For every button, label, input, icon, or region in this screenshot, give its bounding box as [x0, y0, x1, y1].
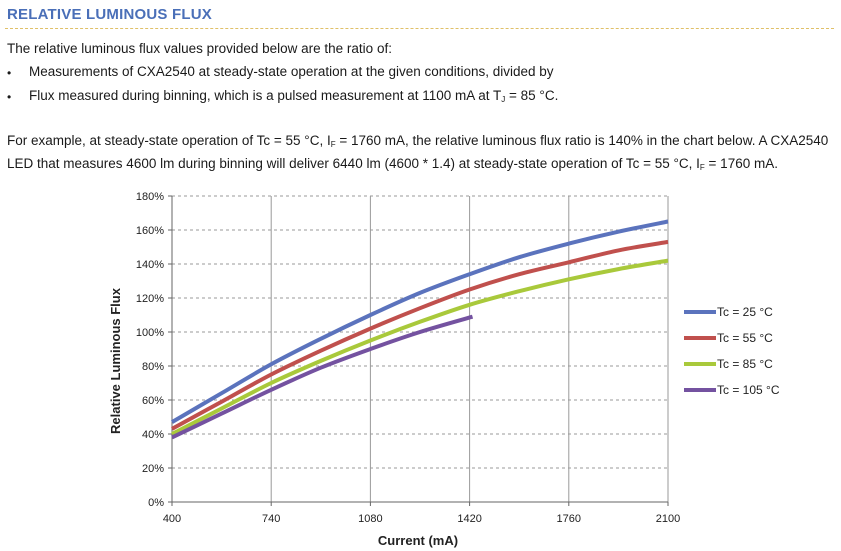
chart-axes: 0% 20% 40% 60% 80% 100% 120% 140% 160% 180% 400 740…: [136, 191, 680, 525]
intro-line: The relative luminous flux values provid…: [7, 41, 392, 56]
y-tick-label: 120%: [136, 293, 164, 305]
y-axis-title: Relative Luminous Flux: [108, 287, 123, 434]
section-title: RELATIVE LUMINOUS FLUX: [7, 6, 212, 23]
legend-label-tc-105: Tc = 105 °C: [717, 383, 780, 397]
bullet-2-text: Flux measured during binning, which is a…: [29, 88, 502, 103]
y-tick-label: 100%: [136, 327, 164, 339]
y-tick-label: 20%: [142, 463, 164, 475]
series-line-tc-25: [170, 219, 669, 424]
bullet-marker-2: •: [7, 90, 12, 104]
bullet-item-2: Flux measured during binning, which is a…: [29, 88, 558, 104]
chart-grid: [172, 195, 669, 502]
y-tick-label: 140%: [136, 259, 164, 271]
series-line-tc-105: [171, 314, 474, 440]
y-tick-label: 80%: [142, 361, 164, 373]
example-2-text-end: = 1760 mA.: [704, 156, 778, 171]
title-divider: [5, 28, 834, 29]
x-tick-label: 740: [262, 513, 280, 525]
x-tick-label: 1760: [557, 513, 581, 525]
bullet-item-1: Measurements of CXA2540 at steady-state …: [29, 64, 554, 79]
example-1-subscript: F: [330, 140, 336, 149]
x-axis-title: Current (mA): [378, 533, 458, 548]
x-tick-label: 1420: [457, 513, 481, 525]
bullet-2-text-end: = 85 °C.: [505, 88, 559, 103]
series-line-tc-85: [171, 258, 669, 436]
legend-label-tc-85: Tc = 85 °C: [717, 357, 773, 371]
y-tick-label: 40%: [142, 429, 164, 441]
example-line-1: For example, at steady-state operation o…: [7, 132, 828, 154]
chart-legend: Tc = 25 °C Tc = 55 °C Tc = 85 °C Tc = 105 °…: [684, 305, 780, 397]
series-line-tc-55: [171, 239, 669, 431]
example-2-subscript: F: [699, 163, 705, 172]
example-1-text-end: = 1760 mA, the relative luminous flux ra…: [335, 133, 829, 148]
legend-label-tc-55: Tc = 55 °C: [717, 331, 773, 345]
y-tick-label: 180%: [136, 191, 164, 203]
example-1-text: For example, at steady-state operation o…: [7, 133, 331, 148]
example-line-2: LED that measures 4600 lm during binning…: [7, 155, 778, 177]
x-tick-label: 400: [163, 513, 181, 525]
chart-series: [170, 219, 669, 440]
bullet-marker-1: •: [7, 66, 12, 80]
x-tick-label: 2100: [656, 513, 680, 525]
example-2-text: LED that measures 4600 lm during binning…: [7, 156, 700, 171]
bullet-2-subscript: J: [501, 95, 506, 104]
y-tick-label: 60%: [142, 395, 164, 407]
x-tick-label: 1080: [358, 513, 382, 525]
y-tick-label: 160%: [136, 225, 164, 237]
y-tick-label: 0%: [148, 497, 164, 509]
legend-label-tc-25: Tc = 25 °C: [717, 305, 773, 319]
